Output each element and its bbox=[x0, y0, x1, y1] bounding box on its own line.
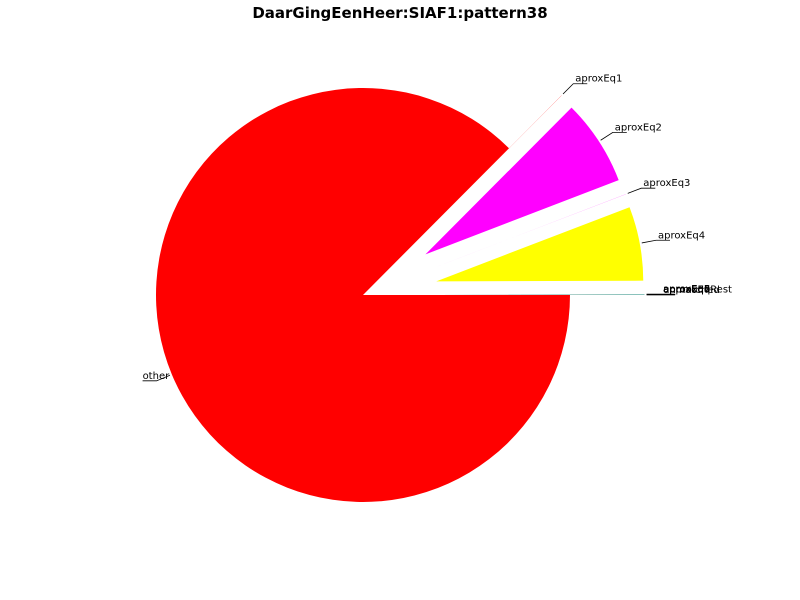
pie-label-aproxeq7: aproxEq7 bbox=[663, 285, 710, 296]
pie-label-aproxeq6: aproxEq6 bbox=[663, 284, 710, 295]
leader-line-aproxeq1 bbox=[562, 83, 588, 95]
pie-slice-aproxeq3 bbox=[432, 194, 626, 269]
chart-title: DaarGingEenHeer:SIAF1:pattern38 bbox=[252, 4, 547, 22]
pie-label-aproxeq4: aproxEq4 bbox=[658, 230, 705, 241]
pie-slice-other bbox=[156, 88, 570, 503]
pie-slice-aproxeq1 bbox=[415, 95, 562, 243]
pie-slice-aproxeq4 bbox=[436, 207, 644, 282]
pie-slices bbox=[156, 88, 645, 503]
pie-label-approxeqrest: approxEqRest bbox=[663, 285, 732, 296]
leader-line-other bbox=[142, 374, 171, 382]
pie-slice-aproxeq6 bbox=[437, 294, 645, 295]
pie-label-aproxeq1: aproxEq1 bbox=[575, 74, 622, 85]
pie-label-aproxeq2: aproxEq2 bbox=[615, 122, 662, 133]
pie-label-other: other bbox=[143, 371, 171, 382]
pie-labels: other aproxEq1 aproxEq2 aproxEq3 aproxEq4 apr… bbox=[142, 74, 732, 382]
leader-line-aproxeq4 bbox=[641, 239, 671, 244]
pie-slice-aproxeq2 bbox=[425, 107, 619, 255]
leader-line-aproxeq2 bbox=[600, 131, 627, 141]
pie-label-aproxeq3: aproxEq3 bbox=[643, 178, 690, 189]
leader-line-aproxeq3 bbox=[627, 187, 656, 194]
pie-slice-aproxeq5 bbox=[437, 294, 645, 295]
pie-label-unmatched: unmatched bbox=[663, 285, 720, 296]
pie-label-aproxeq5: aproxEq5 bbox=[663, 284, 710, 295]
